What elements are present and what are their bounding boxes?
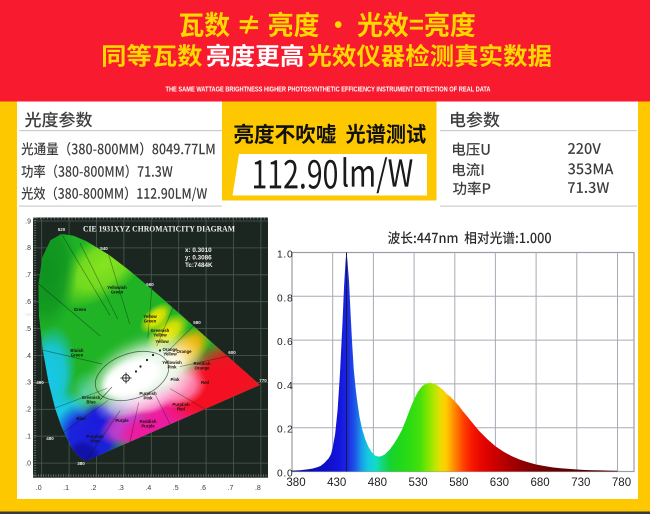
svg-text:y: 0.3086: y: 0.3086 — [185, 255, 212, 262]
svg-text:.1: .1 — [25, 434, 31, 441]
svg-text:0.6: 0.6 — [277, 337, 294, 348]
svg-text:780: 780 — [612, 477, 631, 489]
svg-text:THE SAME WATTAGE BRIGHTNESS HI: THE SAME WATTAGE BRIGHTNESS HIGHER PHOTO… — [166, 87, 491, 94]
svg-text:.0: .0 — [25, 460, 31, 467]
svg-text:Tc:7484K: Tc:7484K — [185, 262, 213, 269]
svg-text:530: 530 — [409, 477, 428, 489]
svg-text:630: 630 — [490, 477, 509, 489]
svg-text:490: 490 — [36, 380, 44, 385]
svg-text:x: 0.3010: x: 0.3010 — [185, 247, 212, 254]
svg-text:680: 680 — [531, 477, 550, 489]
svg-text:500: 500 — [25, 312, 33, 317]
svg-text:540: 540 — [100, 246, 108, 251]
svg-text:.4: .4 — [145, 485, 151, 492]
svg-text:.8: .8 — [255, 485, 261, 492]
svg-text:.6: .6 — [200, 485, 206, 492]
svg-text:.2: .2 — [25, 407, 31, 414]
svg-text:560: 560 — [146, 282, 154, 287]
svg-text:.7: .7 — [228, 485, 234, 492]
svg-text:1.0: 1.0 — [277, 250, 294, 261]
svg-text:.3: .3 — [118, 485, 124, 492]
svg-text:.6: .6 — [25, 299, 31, 306]
svg-text:Purple: Purple — [115, 418, 129, 423]
svg-text:Red: Red — [201, 380, 209, 385]
svg-text:380: 380 — [286, 477, 305, 489]
svg-text:600: 600 — [228, 350, 236, 355]
svg-text:.4: .4 — [25, 353, 31, 360]
svg-text:0.4: 0.4 — [277, 381, 294, 392]
svg-text:.1: .1 — [63, 485, 69, 492]
svg-text:0.2: 0.2 — [277, 425, 294, 436]
svg-text:.7: .7 — [25, 272, 31, 279]
svg-text:0.8: 0.8 — [277, 293, 294, 304]
svg-text:Yellow: Yellow — [155, 339, 169, 344]
svg-text:0.0: 0.0 — [277, 469, 294, 480]
svg-text:480: 480 — [46, 436, 54, 441]
svg-text:.0: .0 — [36, 485, 42, 492]
svg-text:480: 480 — [368, 477, 387, 489]
svg-text:.9: .9 — [25, 218, 31, 225]
svg-text:.5: .5 — [173, 485, 179, 492]
svg-text:Orange: Orange — [176, 349, 192, 354]
svg-text:430: 430 — [327, 477, 346, 489]
svg-text:.3: .3 — [25, 380, 31, 387]
svg-text:520: 520 — [58, 227, 66, 232]
svg-text:580: 580 — [449, 477, 468, 489]
svg-text:Blue: Blue — [76, 416, 86, 421]
svg-text:380: 380 — [77, 461, 85, 466]
svg-text:Pink: Pink — [170, 377, 180, 382]
svg-text:.8: .8 — [25, 245, 31, 252]
svg-text:730: 730 — [571, 477, 590, 489]
svg-text:Green: Green — [74, 307, 87, 312]
svg-text:.5: .5 — [25, 326, 31, 333]
svg-text:580: 580 — [193, 320, 201, 325]
svg-text:770: 770 — [259, 378, 267, 383]
svg-text:CIE 1931XYZ CHROMATICITY DIAGR: CIE 1931XYZ CHROMATICITY DIAGRAM — [83, 224, 236, 234]
svg-text:.2: .2 — [91, 485, 97, 492]
